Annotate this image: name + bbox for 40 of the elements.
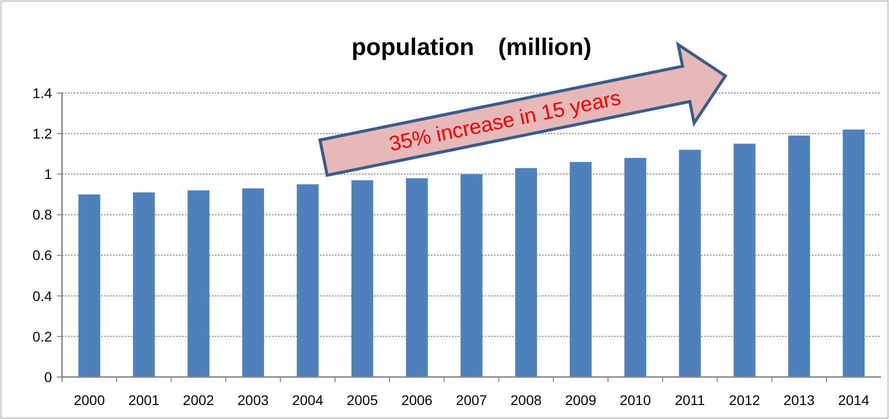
y-tick-label: 0.8 [32, 206, 52, 223]
bar [296, 184, 319, 377]
x-tick-label: 2007 [456, 392, 488, 408]
bar [734, 144, 756, 377]
y-tick-label: 1 [44, 166, 52, 182]
x-tick-label: 2001 [128, 392, 160, 408]
x-tick-label: 2000 [74, 392, 106, 408]
bar [351, 180, 374, 377]
x-tick-label: 2010 [620, 392, 652, 408]
bar [678, 150, 701, 377]
y-tick-label: 1.2 [32, 125, 52, 142]
bar [242, 188, 264, 377]
x-tick-label: 2009 [565, 392, 596, 408]
x-tick-label: 2008 [510, 392, 542, 408]
bar [570, 162, 592, 377]
bar [515, 168, 538, 377]
x-tick-label: 2011 [674, 392, 706, 408]
bar [132, 192, 155, 377]
x-tick-label: 2006 [401, 392, 433, 408]
y-tick-label: 1.4 [32, 84, 52, 101]
bar [460, 174, 482, 377]
bar [78, 194, 100, 377]
x-tick-label: 2012 [728, 392, 760, 408]
bar [788, 136, 810, 377]
x-tick-label: 2005 [346, 392, 378, 408]
x-tick-label: 2013 [784, 392, 815, 408]
y-tick-label: 0 [44, 368, 52, 385]
x-tick-label: 2002 [182, 392, 214, 408]
x-tick-label: 2004 [292, 392, 324, 408]
annotation: 35% increase in 15 years [387, 86, 623, 156]
bar [188, 190, 210, 377]
y-tick-label: 0.2 [32, 328, 52, 344]
bar [624, 158, 646, 377]
x-tick-label: 2003 [238, 392, 269, 408]
y-tick-label: 0.4 [32, 288, 52, 304]
chart-title: population (million) [352, 34, 592, 61]
bar [406, 178, 428, 377]
y-tick-label: 0.6 [32, 247, 52, 264]
x-tick-label: 2014 [838, 392, 870, 408]
bar [842, 130, 865, 377]
